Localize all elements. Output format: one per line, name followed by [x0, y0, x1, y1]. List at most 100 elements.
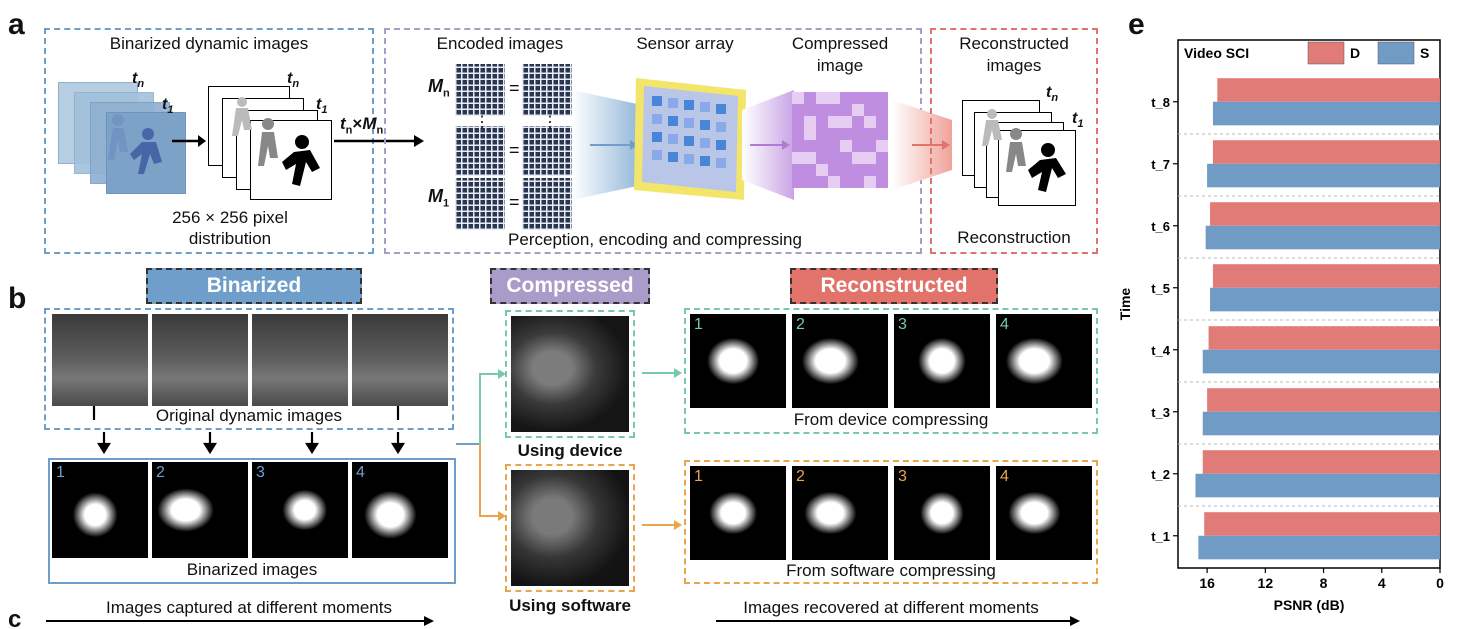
bar-D-t_4 [1208, 326, 1440, 350]
legend-swatch-S [1377, 41, 1415, 65]
perception-caption: Perception, encoding and compressing [508, 230, 802, 249]
recovered-timeline-arrow [716, 616, 1080, 626]
compressed-image-title-1: Compressed [791, 34, 889, 53]
mask-mid [455, 126, 505, 176]
captured-timeline-arrow [46, 616, 434, 626]
equals-2: = [509, 140, 520, 160]
equals-3: = [509, 192, 520, 212]
reconstruction-caption: Reconstruction [957, 228, 1071, 247]
pixel-distribution-line1: 256 × 256 pixel [172, 208, 288, 227]
y-tick-label: t_5 [1151, 281, 1170, 296]
vdots-left: ⋮ [474, 114, 490, 131]
device-recon-frame-4: 4 [996, 314, 1092, 408]
binarized-frame-3: 3 [252, 462, 348, 558]
encoded-frame-1 [522, 178, 572, 230]
software-recon-caption: From software compressing [786, 561, 996, 580]
tn-label-recon: tn [1046, 84, 1059, 105]
y-tick-label: t_3 [1151, 405, 1170, 420]
to-software-recon-arrow [642, 520, 682, 530]
bar-D-t_5 [1212, 264, 1440, 288]
recovered-caption: Images recovered at different moments [743, 598, 1039, 617]
software-compressed-image [511, 470, 629, 586]
original-frame-1 [52, 314, 148, 406]
branch-connectors [456, 369, 506, 521]
reconstructed-tag: Reconstructed [790, 268, 998, 304]
binarized-frame-1: 1 [52, 462, 148, 558]
arrow-icon [172, 135, 206, 147]
binarized-dynamic-title: Binarized dynamic images [109, 34, 309, 53]
bar-S-t_6 [1205, 225, 1440, 250]
original-frame-3 [252, 314, 348, 406]
bar-D-t_8 [1217, 78, 1440, 102]
using-software-label: Using software [509, 596, 631, 615]
y-tick-label: t_4 [1151, 343, 1171, 358]
software-compressed-box [505, 464, 635, 592]
compressed-image-square [792, 92, 888, 188]
vdots-right: ⋮ [542, 114, 558, 131]
bar-D-t_6 [1210, 202, 1440, 226]
light-beam-purple [742, 90, 794, 200]
sensor-array-chip [634, 78, 746, 200]
panel-c-letter: c [8, 606, 22, 629]
x-tick-label: 0 [1436, 575, 1444, 591]
bar-S-t_8 [1212, 101, 1440, 126]
panel-b-letter: b [8, 282, 27, 315]
legend-label-D: D [1350, 45, 1360, 61]
reconstructed-frames-stack [962, 100, 1082, 210]
mn-label: Mn [428, 76, 450, 100]
binarized-images-caption: Binarized images [186, 560, 318, 579]
binarized-frame-2: 2 [152, 462, 248, 558]
captured-caption: Images captured at different moments [105, 598, 392, 617]
software-recon-frame-2: 2 [792, 466, 888, 560]
device-recon-caption: From device compressing [793, 410, 989, 429]
device-compressed-box [505, 310, 635, 438]
original-frame-4 [352, 314, 448, 406]
bar-S-t_3 [1202, 411, 1440, 436]
bar-S-t_5 [1210, 287, 1440, 312]
chart-title: Video SCI [1184, 45, 1249, 61]
mask-mn [455, 64, 505, 116]
x-axis-label: PSNR (dB) [1274, 597, 1345, 613]
software-recon-box [684, 460, 1098, 584]
y-tick-label: t_7 [1151, 157, 1170, 172]
original-images-box [44, 308, 454, 430]
reconstructed-title-2: images [986, 56, 1042, 75]
encoded-images-title: Encoded images [436, 34, 564, 53]
software-recon-frame-1: 1 [690, 466, 786, 560]
to-device-recon-arrow [642, 368, 682, 378]
encode-arrow-icon [334, 135, 424, 147]
reconstructed-box [930, 28, 1098, 254]
y-tick-label: t_8 [1151, 95, 1170, 110]
bar-S-t_4 [1202, 349, 1440, 374]
down-arrows [92, 406, 405, 455]
binarized-tag: Binarized [146, 268, 362, 304]
software-recon-frame-3: 3 [894, 466, 990, 560]
x-tick-label: 12 [1258, 575, 1274, 591]
bar-D-t_2 [1202, 450, 1440, 474]
m1-label: M1 [428, 186, 450, 210]
binarized-frames-stack [208, 86, 338, 204]
dynamic-frames-stack [58, 82, 188, 200]
encoded-frame-mid [522, 126, 572, 176]
light-beam-red [892, 100, 952, 190]
tn-label-mid: tn [287, 70, 300, 91]
y-tick-label: t_1 [1151, 529, 1170, 544]
device-recon-frame-1: 1 [690, 314, 786, 408]
compressed-image-title-2: image [816, 56, 864, 75]
panel-e-letter: e [1128, 8, 1145, 41]
y-tick-label: t_2 [1151, 467, 1170, 482]
y-tick-label: t_6 [1151, 219, 1170, 234]
bar-S-t_7 [1207, 163, 1440, 188]
mask-m1 [455, 178, 505, 230]
device-recon-frame-2: 2 [792, 314, 888, 408]
original-caption: Original dynamic images [155, 406, 343, 425]
device-recon-box [684, 308, 1098, 434]
device-compressed-image [511, 316, 629, 432]
tn-label-left: tn [132, 70, 145, 91]
pixel-distribution-line2: distribution [188, 229, 272, 248]
sensor-array-title: Sensor array [636, 34, 734, 53]
y-axis-label: Time [1117, 288, 1133, 321]
t1-label-recon: t1 [1072, 110, 1084, 131]
software-recon-frame-4: 4 [996, 466, 1092, 560]
x-tick-label: 4 [1378, 575, 1386, 591]
